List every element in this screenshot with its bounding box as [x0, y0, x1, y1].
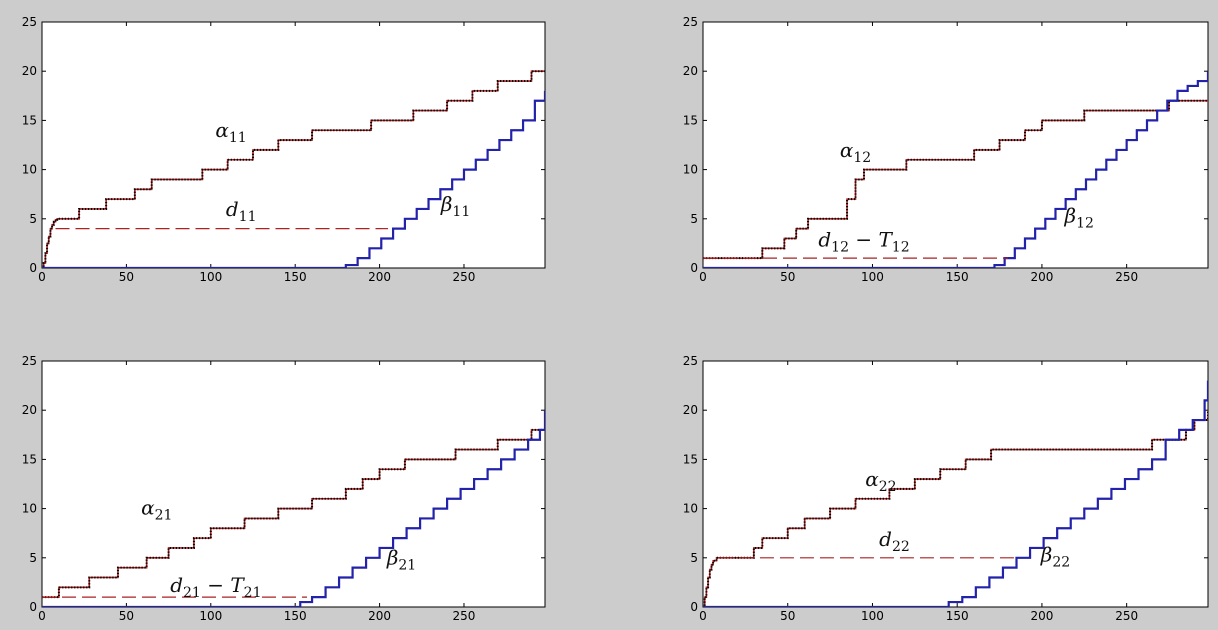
- x-tick-label: 150: [284, 609, 307, 623]
- x-tick-label: 150: [946, 609, 969, 623]
- annotation-label: α21: [141, 496, 172, 524]
- x-tick-label: 200: [368, 270, 391, 284]
- x-tick-label: 50: [780, 609, 795, 623]
- plot-area: [702, 360, 1209, 608]
- x-tick-label: 100: [199, 609, 222, 623]
- x-tick-label: 250: [1115, 270, 1138, 284]
- y-tick-label: 25: [683, 354, 698, 368]
- x-tick-label: 0: [38, 609, 46, 623]
- y-tick-label: 0: [29, 261, 37, 275]
- plot-area: [41, 21, 546, 269]
- annotation-label: β12: [1064, 204, 1094, 232]
- x-tick-label: 0: [699, 609, 707, 623]
- series-layer: [703, 380, 1208, 607]
- x-tick-label: 50: [119, 270, 134, 284]
- annotation-label: β21: [386, 546, 416, 574]
- y-tick-label: 20: [683, 64, 698, 78]
- series-alpha-line: [703, 410, 1208, 607]
- y-tick-label: 5: [29, 551, 37, 565]
- series-alpha-line: [703, 99, 1208, 260]
- y-tick-label: 25: [22, 15, 37, 29]
- x-tick-label: 100: [199, 270, 222, 284]
- x-tick-label: 50: [780, 270, 795, 284]
- plot-area: [702, 21, 1209, 269]
- annotation-label: α12: [840, 138, 871, 166]
- plot-area: [41, 360, 546, 608]
- chart-panel-1: 0 50 100 150 200 250 0 5 10 15 20 25 α11 d11 β11: [22, 15, 546, 284]
- series-layer: [42, 410, 545, 607]
- y-tick-label: 5: [690, 551, 698, 565]
- x-tick-label: 0: [699, 270, 707, 284]
- series-layer: [42, 70, 545, 268]
- annotation-label: α11: [215, 118, 246, 146]
- y-tick-label: 15: [683, 452, 698, 466]
- y-tick-label: 10: [22, 163, 37, 177]
- y-tick-label: 15: [22, 452, 37, 466]
- y-tick-label: 20: [683, 403, 698, 417]
- annotation-label: α22: [865, 467, 896, 495]
- y-tick-label: 5: [690, 212, 698, 226]
- y-tick-label: 25: [683, 15, 698, 29]
- series-alpha-line: [42, 420, 545, 599]
- chart-panel-3: 0 50 100 150 200 250 0 5 10 15 20 25 α21 d21 − T21 β21: [22, 354, 546, 623]
- series-layer: [703, 71, 1208, 268]
- y-tick-label: 10: [22, 502, 37, 516]
- y-tick-label: 15: [683, 113, 698, 127]
- x-tick-label: 250: [1115, 609, 1138, 623]
- y-tick-label: 15: [22, 113, 37, 127]
- annotation-label: d11: [226, 197, 257, 225]
- y-tick-label: 0: [690, 261, 698, 275]
- series-beta-line: [42, 410, 545, 607]
- annotation-label: d12 − T12: [818, 227, 909, 255]
- y-tick-label: 10: [683, 502, 698, 516]
- x-tick-label: 100: [861, 270, 884, 284]
- chart-panel-4: 0 50 100 150 200 250 0 5 10 15 20 25 α22 d22 β22: [683, 354, 1209, 623]
- x-tick-label: 200: [1030, 609, 1053, 623]
- y-tick-label: 0: [29, 600, 37, 614]
- x-tick-label: 150: [284, 270, 307, 284]
- series-beta-line: [703, 71, 1208, 268]
- x-tick-label: 150: [946, 270, 969, 284]
- y-tick-label: 10: [683, 163, 698, 177]
- y-tick-label: 25: [22, 354, 37, 368]
- x-tick-label: 250: [453, 270, 476, 284]
- series-beta-line: [42, 90, 545, 268]
- y-tick-label: 20: [22, 64, 37, 78]
- y-tick-label: 20: [22, 403, 37, 417]
- x-tick-label: 250: [453, 609, 476, 623]
- series-alpha-line: [42, 70, 545, 268]
- x-tick-label: 200: [1030, 270, 1053, 284]
- x-tick-label: 100: [861, 609, 884, 623]
- x-tick-label: 200: [368, 609, 391, 623]
- annotation-label: d21 − T21: [170, 573, 261, 601]
- series-beta-line: [703, 380, 1208, 607]
- y-tick-label: 5: [29, 212, 37, 226]
- chart-panel-2: 0 50 100 150 200 250 0 5 10 15 20 25 α12 d12 − T12 β12: [683, 15, 1209, 284]
- annotation-label: β22: [1040, 543, 1070, 571]
- y-tick-label: 0: [690, 600, 698, 614]
- x-tick-label: 0: [38, 270, 46, 284]
- annotation-label: β11: [440, 192, 470, 220]
- annotation-label: d22: [879, 527, 910, 555]
- x-tick-label: 50: [119, 609, 134, 623]
